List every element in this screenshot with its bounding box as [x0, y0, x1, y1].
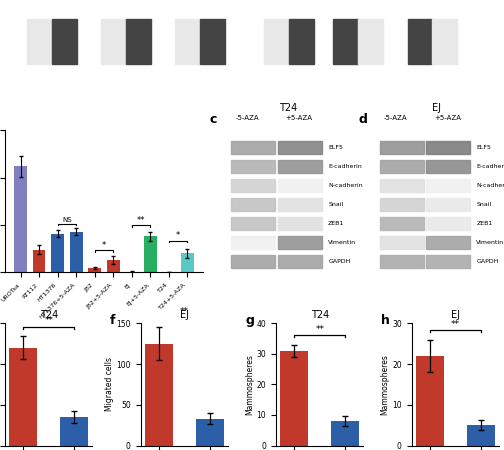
- Text: ELF5: ELF5: [328, 144, 343, 149]
- Bar: [278, 217, 322, 230]
- Text: -5-AZA: -5-AZA: [384, 116, 408, 122]
- Bar: [60, 417, 89, 446]
- Text: Vimentin: Vimentin: [328, 239, 356, 245]
- Bar: [278, 160, 322, 172]
- Text: c: c: [210, 113, 217, 126]
- Bar: [278, 141, 322, 153]
- Text: Vimentin: Vimentin: [476, 239, 504, 245]
- Y-axis label: Mammospheres: Mammospheres: [245, 354, 254, 415]
- Bar: [331, 421, 359, 446]
- Title: T24: T24: [310, 310, 329, 320]
- Text: *: *: [176, 231, 180, 240]
- Title: EJ: EJ: [431, 103, 440, 112]
- Bar: [52, 19, 77, 64]
- Text: GAPDH: GAPDH: [328, 259, 350, 264]
- Text: -5-AZA: -5-AZA: [236, 116, 260, 122]
- Title: EJ: EJ: [180, 310, 189, 320]
- Text: +5-AZA: +5-AZA: [286, 116, 313, 122]
- Bar: [426, 255, 470, 267]
- Bar: [51, 234, 64, 273]
- Bar: [380, 198, 423, 211]
- Bar: [432, 19, 457, 64]
- Text: *: *: [102, 241, 106, 250]
- Bar: [180, 253, 194, 273]
- Text: Snail: Snail: [328, 202, 343, 207]
- Bar: [125, 271, 138, 273]
- Bar: [415, 356, 444, 446]
- Bar: [14, 166, 27, 273]
- Bar: [33, 250, 45, 273]
- Bar: [380, 179, 423, 192]
- Bar: [408, 19, 432, 64]
- Bar: [126, 19, 151, 64]
- Bar: [426, 141, 470, 153]
- Title: T24: T24: [279, 103, 297, 112]
- Text: N-cadherin: N-cadherin: [328, 183, 363, 188]
- Y-axis label: Migrated cells: Migrated cells: [104, 357, 113, 411]
- Text: Snail: Snail: [476, 202, 491, 207]
- Text: **: **: [451, 320, 460, 328]
- Bar: [280, 351, 308, 446]
- Bar: [380, 236, 423, 248]
- Bar: [196, 418, 224, 446]
- Bar: [144, 236, 157, 273]
- Title: EJ: EJ: [451, 310, 460, 320]
- Text: E-cadherin: E-cadherin: [328, 164, 362, 169]
- Bar: [467, 425, 495, 446]
- Bar: [145, 344, 173, 446]
- Text: g: g: [245, 314, 255, 327]
- Text: N-cadherin: N-cadherin: [476, 183, 504, 188]
- Bar: [27, 19, 52, 64]
- Text: ELF5: ELF5: [476, 144, 491, 149]
- Title: T24: T24: [40, 310, 58, 320]
- Text: **: **: [180, 307, 189, 316]
- Text: ZEB1: ZEB1: [328, 220, 344, 225]
- Bar: [380, 141, 423, 153]
- Bar: [231, 160, 275, 172]
- Bar: [200, 19, 225, 64]
- Bar: [334, 19, 358, 64]
- Bar: [88, 268, 101, 273]
- Bar: [231, 198, 275, 211]
- Bar: [231, 255, 275, 267]
- Text: ZEB1: ZEB1: [476, 220, 492, 225]
- Text: **: **: [44, 316, 53, 325]
- Bar: [278, 179, 322, 192]
- Bar: [426, 236, 470, 248]
- Bar: [175, 19, 200, 64]
- Bar: [264, 19, 289, 64]
- Bar: [426, 179, 470, 192]
- Bar: [231, 141, 275, 153]
- Bar: [289, 19, 313, 64]
- Bar: [231, 236, 275, 248]
- Bar: [9, 348, 37, 446]
- Text: d: d: [358, 113, 367, 126]
- Y-axis label: Mammospheres: Mammospheres: [381, 354, 389, 415]
- Text: **: **: [315, 325, 324, 334]
- Bar: [426, 217, 470, 230]
- Text: NS: NS: [62, 217, 72, 223]
- Bar: [426, 160, 470, 172]
- Text: h: h: [381, 314, 390, 327]
- Bar: [231, 217, 275, 230]
- Bar: [231, 179, 275, 192]
- Bar: [101, 19, 126, 64]
- Bar: [278, 198, 322, 211]
- Bar: [278, 236, 322, 248]
- Bar: [107, 260, 119, 273]
- Text: +5-AZA: +5-AZA: [434, 116, 461, 122]
- Bar: [380, 217, 423, 230]
- Bar: [70, 232, 83, 273]
- Bar: [426, 198, 470, 211]
- Text: **: **: [137, 216, 145, 225]
- Bar: [380, 160, 423, 172]
- Bar: [358, 19, 383, 64]
- Text: E-cadherin: E-cadherin: [476, 164, 504, 169]
- Bar: [380, 255, 423, 267]
- Bar: [278, 255, 322, 267]
- Text: GAPDH: GAPDH: [476, 259, 498, 264]
- Text: f: f: [110, 314, 115, 327]
